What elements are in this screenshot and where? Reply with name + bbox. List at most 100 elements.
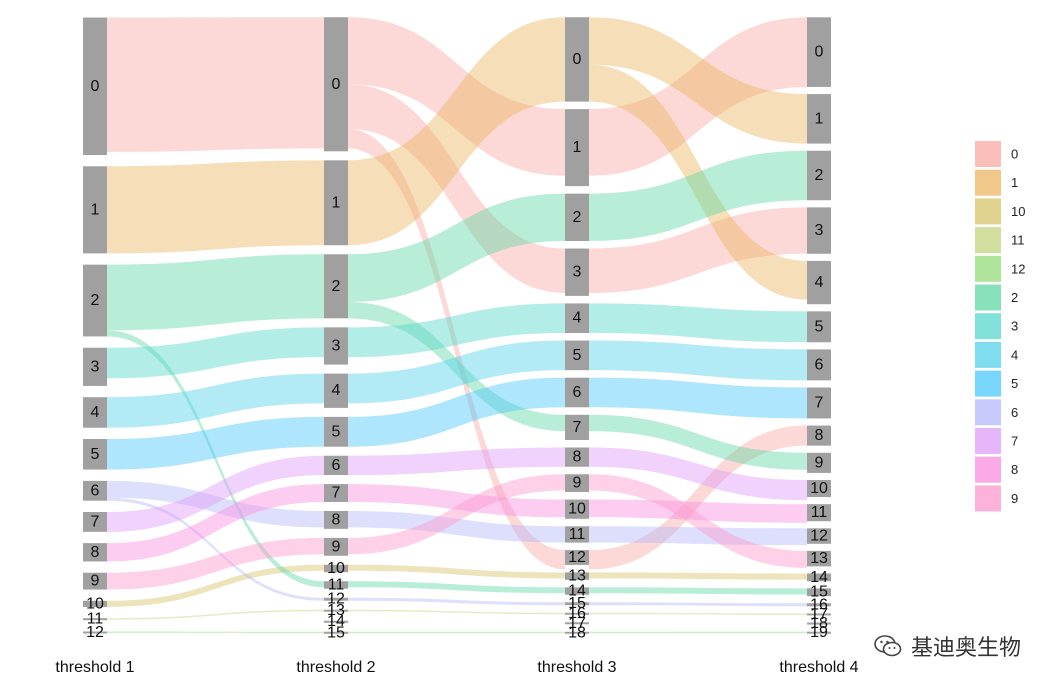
node-threshold_4-4	[807, 260, 831, 305]
node-threshold_3-4	[565, 303, 589, 334]
flow-7-seg1	[107, 455, 324, 532]
node-threshold_4-16	[807, 603, 831, 607]
flow-2-seg3	[589, 150, 807, 242]
node-threshold_4-7	[807, 387, 831, 419]
node-label-threshold_1-8: 8	[91, 544, 100, 561]
flow-6-seg3	[589, 526, 807, 546]
node-threshold_3-10	[565, 499, 589, 519]
flow-3-seg2	[348, 303, 565, 358]
node-label-threshold_1-4: 4	[91, 404, 100, 421]
node-threshold_4-13	[807, 550, 831, 567]
flow-6-seg3	[589, 602, 807, 607]
flow-0-seg3	[589, 207, 807, 293]
node-threshold_2-0	[324, 17, 348, 152]
flow-6-seg1	[107, 480, 324, 528]
node-threshold_4-0	[807, 17, 831, 87]
flow-12-seg2	[348, 631, 565, 634]
flow-2-seg1	[107, 301, 324, 331]
node-label-threshold_4-10: 10	[810, 480, 828, 497]
flow-5-seg2	[348, 377, 565, 447]
node-threshold_3-9	[565, 474, 589, 493]
node-threshold_4-5	[807, 311, 831, 343]
node-label-threshold_3-13: 13	[568, 568, 586, 585]
node-label-threshold_3-3: 3	[573, 264, 582, 281]
node-threshold_1-6	[83, 480, 107, 501]
flow-9-seg2	[348, 474, 565, 555]
node-label-threshold_3-5: 5	[573, 347, 582, 364]
node-label-threshold_4-8: 8	[815, 427, 824, 444]
node-label-threshold_3-2: 2	[573, 209, 582, 226]
flow-2-seg1	[107, 254, 324, 314]
legend-label-10: 10	[1011, 204, 1025, 219]
node-threshold_1-2	[83, 264, 107, 337]
node-threshold_2-14	[324, 620, 348, 623]
node-threshold_1-9	[83, 572, 107, 590]
flow-12-seg3	[589, 631, 807, 634]
flow-6-seg1	[107, 497, 324, 601]
node-label-threshold_1-1: 1	[91, 201, 100, 218]
node-threshold_3-16	[565, 612, 589, 615]
node-label-threshold_1-0: 0	[91, 78, 100, 95]
legend: 0 1 10 11 12 2 3 4 5 6 7 8 9	[975, 141, 1025, 512]
node-threshold_3-17	[565, 622, 589, 625]
wechat-icon	[874, 635, 902, 657]
node-threshold_1-4	[83, 397, 107, 428]
legend-swatch-1	[975, 169, 1001, 196]
legend-swatch-8	[975, 456, 1001, 483]
flow-2-seg2	[348, 301, 565, 432]
node-label-threshold_4-18: 18	[810, 615, 828, 632]
flow-8-seg1	[107, 484, 324, 562]
node-label-threshold_4-0: 0	[815, 44, 824, 61]
flow-10-seg3	[589, 572, 807, 580]
node-label-threshold_4-19: 19	[810, 624, 828, 641]
flow-2-seg3	[589, 414, 807, 470]
node-label-threshold_2-7: 7	[332, 485, 341, 502]
node-threshold_1-7	[83, 511, 107, 532]
node-threshold_1-8	[83, 543, 107, 562]
node-label-threshold_2-10: 10	[327, 560, 345, 577]
flow-8-seg3	[589, 499, 807, 523]
node-label-threshold_4-1: 1	[815, 110, 824, 127]
legend-label-2: 2	[1011, 290, 1018, 305]
node-label-threshold_4-7: 7	[815, 394, 824, 411]
node-threshold_4-8	[807, 425, 831, 446]
node-label-threshold_1-3: 3	[91, 358, 100, 375]
legend-label-1: 1	[1011, 175, 1018, 190]
flow-6-seg2	[348, 510, 565, 543]
flow-2-seg3	[589, 587, 807, 595]
flow-1-seg2	[348, 64, 565, 246]
flow-4-seg3	[589, 340, 807, 381]
node-threshold_3-3	[565, 248, 589, 296]
legend-swatch-3	[975, 313, 1001, 340]
node-label-threshold_4-16: 16	[810, 596, 828, 613]
flow-6-seg2	[348, 597, 565, 606]
flow-3-seg3	[589, 303, 807, 343]
node-label-threshold_2-2: 2	[332, 278, 341, 295]
node-threshold_2-1	[324, 160, 348, 246]
node-threshold_2-13	[324, 609, 348, 612]
node-threshold_2-4	[324, 373, 348, 408]
node-label-threshold_3-8: 8	[573, 449, 582, 466]
flow-0-seg1	[107, 17, 324, 87]
legend-swatch-7	[975, 428, 1001, 454]
node-label-threshold_4-12: 12	[810, 528, 828, 545]
axis-label-threshold_2: threshold 2	[296, 659, 375, 676]
node-threshold_2-8	[324, 510, 348, 529]
legend-swatch-5	[975, 370, 1001, 397]
node-label-threshold_4-11: 11	[811, 504, 828, 521]
legend-label-6: 6	[1011, 405, 1018, 420]
node-threshold_4-17	[807, 613, 831, 616]
legend-label-3: 3	[1011, 319, 1018, 334]
node-threshold_4-12	[807, 528, 831, 544]
flow-4-seg2	[348, 340, 565, 404]
node-threshold_4-14	[807, 573, 831, 582]
node-label-threshold_1-12: 12	[86, 624, 104, 641]
node-label-threshold_4-17: 17	[810, 606, 828, 623]
node-threshold_3-2	[565, 193, 589, 242]
node-threshold_4-3	[807, 207, 831, 254]
node-threshold_3-15	[565, 602, 589, 606]
node-label-threshold_1-5: 5	[91, 446, 100, 463]
node-threshold_4-19	[807, 631, 831, 634]
node-threshold_3-5	[565, 340, 589, 371]
node-label-threshold_3-16: 16	[568, 605, 586, 622]
